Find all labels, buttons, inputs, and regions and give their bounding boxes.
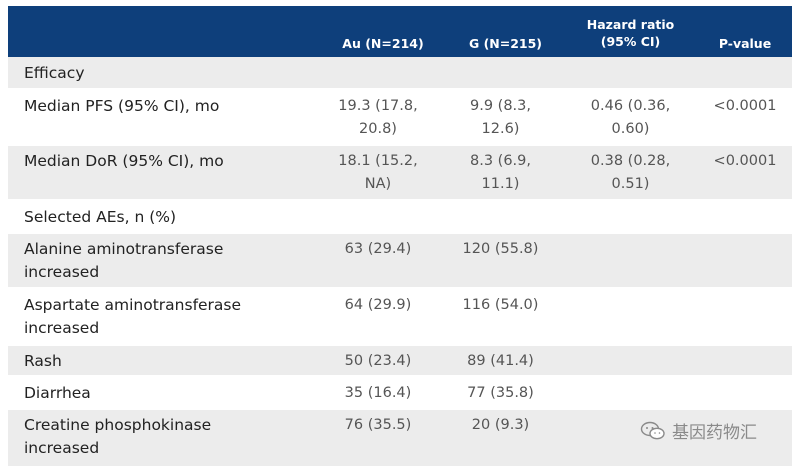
cell-line: 11.1): [481, 176, 520, 192]
row-label: Alanine aminotransferase increased: [24, 238, 304, 284]
table-row-median-dor: Median DoR (95% CI), mo 18.1 (15.2, NA) …: [8, 146, 792, 202]
row-label: Efficacy: [24, 64, 85, 82]
cell-au: 19.3 (17.8, 20.8): [313, 95, 443, 141]
row-label: Median PFS (95% CI), mo: [24, 97, 220, 115]
row-label: Rash: [24, 352, 62, 370]
cell-line: 8.3 (6.9,: [470, 153, 531, 169]
cell-au: 64 (29.9): [344, 297, 412, 313]
cell-line: 0.46 (0.36,: [590, 98, 671, 114]
cell-g: 9.9 (8.3, 12.6): [438, 95, 563, 141]
cell-g: 20 (9.3): [471, 417, 530, 433]
table-header: Au (N=214) G (N=215) Hazard ratio (95% C…: [8, 6, 792, 57]
row-label-line: increased: [24, 439, 100, 457]
cell-g: 116 (54.0): [462, 297, 539, 313]
cell-line: 0.60): [611, 121, 650, 137]
cell-line: 12.6): [481, 121, 520, 137]
cell-hazard-ratio: 0.38 (0.28, 0.51): [563, 150, 698, 196]
results-table: Au (N=214) G (N=215) Hazard ratio (95% C…: [8, 6, 792, 466]
cell-line: 0.38 (0.28,: [590, 153, 671, 169]
table-row-median-pfs: Median PFS (95% CI), mo 19.3 (17.8, 20.8…: [8, 91, 792, 146]
cell-g: 89 (41.4): [467, 353, 534, 369]
row-label: Aspartate aminotransferase increased: [24, 294, 304, 340]
cell-p-value: <0.0001: [713, 98, 777, 114]
cell-g: 120 (55.8): [462, 241, 539, 257]
cell-au: 50 (23.4): [344, 353, 412, 369]
row-label: Creatine phosphokinase increased: [24, 414, 304, 460]
cell-g: 77 (35.8): [467, 385, 534, 401]
table-row-cpk-increased: Creatine phosphokinase increased 76 (35.…: [8, 410, 792, 466]
header-p-value: P-value: [718, 36, 772, 51]
cell-line: 9.9 (8.3,: [470, 98, 531, 114]
cell-au: 63 (29.4): [344, 241, 412, 257]
cell-au: 76 (35.5): [344, 417, 412, 433]
row-label-line: Creatine phosphokinase: [24, 416, 212, 434]
header-g: G (N=215): [468, 36, 543, 51]
watermark: 基因药物汇: [640, 418, 757, 443]
wechat-icon: [640, 421, 665, 439]
cell-hazard-ratio: 0.46 (0.36, 0.60): [563, 95, 698, 141]
row-label-line: increased: [24, 263, 100, 281]
cell-line: NA): [364, 176, 392, 192]
cell-line: 20.8): [359, 121, 397, 137]
cell-line: 18.1 (15.2,: [338, 153, 418, 169]
table-row-diarrhea: Diarrhea 35 (16.4) 77 (35.8): [8, 378, 792, 410]
header-hazard-ratio: Hazard ratio (95% CI): [563, 16, 698, 50]
row-label: Median DoR (95% CI), mo: [24, 152, 224, 170]
cell-au: 35 (16.4): [344, 385, 412, 401]
cell-au: 18.1 (15.2, NA): [313, 150, 443, 196]
row-label: Selected AEs, n (%): [24, 208, 177, 226]
row-label: Diarrhea: [24, 384, 91, 402]
cell-g: 8.3 (6.9, 11.1): [438, 150, 563, 196]
section-row-selected-aes: Selected AEs, n (%): [8, 202, 792, 234]
table-row-ast-increased: Aspartate aminotransferase increased 64 …: [8, 290, 792, 346]
watermark-text: 基因药物汇: [672, 423, 757, 443]
row-label-line: Alanine aminotransferase: [24, 240, 224, 258]
cell-line: 19.3 (17.8,: [338, 98, 418, 114]
row-label-line: Aspartate aminotransferase: [24, 296, 242, 314]
section-row-efficacy: Efficacy: [8, 57, 792, 91]
header-hazard-ratio-line2: (95% CI): [600, 34, 661, 49]
header-hazard-ratio-line1: Hazard ratio: [586, 17, 675, 32]
table-row-rash: Rash 50 (23.4) 89 (41.4): [8, 346, 792, 378]
header-au: Au (N=214): [342, 36, 424, 51]
cell-line: 0.51): [611, 176, 650, 192]
row-label-line: increased: [24, 319, 100, 337]
table-row-alt-increased: Alanine aminotransferase increased 63 (2…: [8, 234, 792, 290]
cell-p-value: <0.0001: [713, 153, 777, 169]
